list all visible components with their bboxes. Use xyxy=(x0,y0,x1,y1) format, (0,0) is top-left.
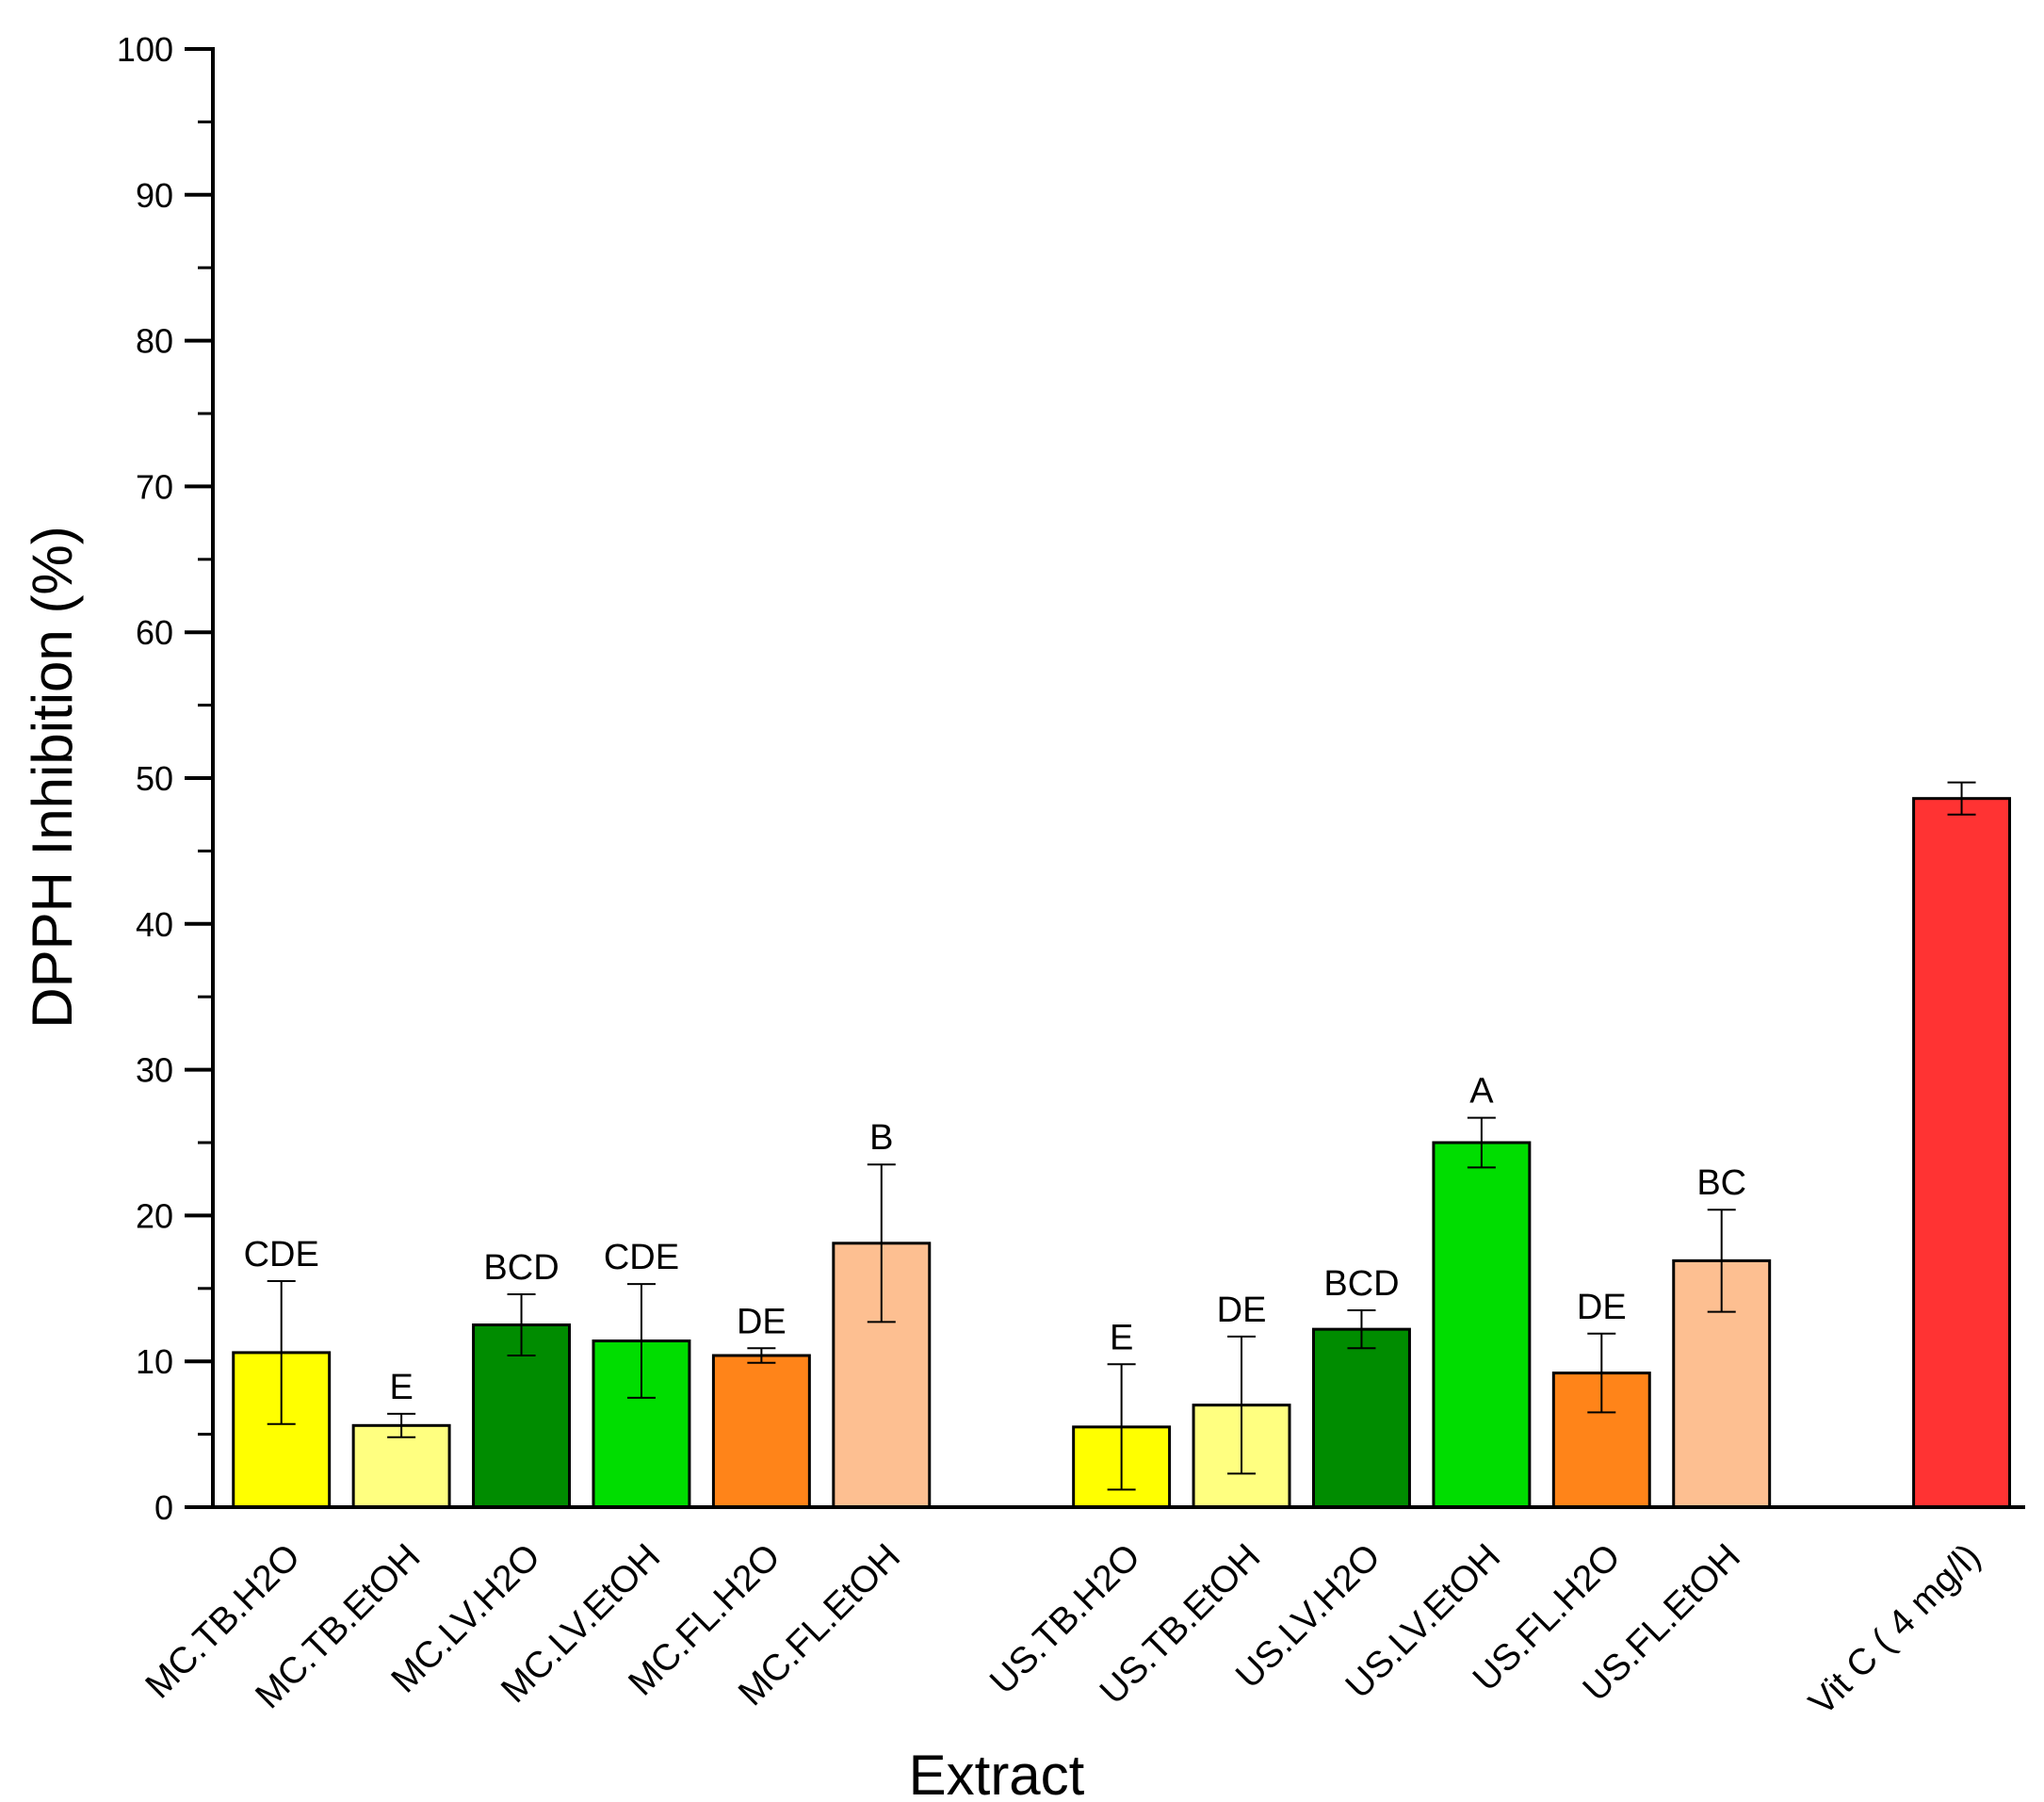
significance-labels: CDE E BCD CDE DE B E DE BCD A DE BC xyxy=(244,1072,1747,1407)
significance-label: CDE xyxy=(604,1238,679,1277)
bar-vit-c-4-mg-l xyxy=(1912,797,2012,1509)
y-axis-ticks: 0 10 20 30 40 50 60 70 80 90 100 xyxy=(117,30,213,1527)
y-tick-label: 40 xyxy=(136,905,173,944)
significance-label: E xyxy=(1110,1318,1133,1357)
significance-label: BC xyxy=(1696,1163,1746,1203)
category-labels: MC.TB.H2OMC.TB.EtOHMC.LV.H2OMC.LV.EtOHMC… xyxy=(138,1536,1988,1723)
bars xyxy=(232,797,2012,1509)
y-tick-label: 20 xyxy=(136,1196,173,1235)
y-tick-label: 70 xyxy=(136,467,173,506)
significance-label: BCD xyxy=(483,1248,559,1288)
y-tick-label: 10 xyxy=(136,1342,173,1381)
significance-label: DE xyxy=(1577,1288,1627,1327)
y-tick-label: 0 xyxy=(154,1488,173,1527)
significance-label: A xyxy=(1469,1072,1494,1112)
bar-us-lv-etoh xyxy=(1432,1141,1532,1509)
bar-us-lv-h2o xyxy=(1311,1327,1411,1509)
y-tick-label: 30 xyxy=(136,1051,173,1090)
significance-label: BCD xyxy=(1323,1264,1399,1304)
x-tick-label: Vit C ( 4 mg/l) xyxy=(1801,1536,1987,1723)
y-tick-label: 80 xyxy=(136,322,173,361)
y-tick-label: 50 xyxy=(136,759,173,798)
x-axis-title: Extract xyxy=(909,1744,1085,1802)
y-tick-label: 100 xyxy=(117,30,173,69)
significance-label: B xyxy=(869,1118,893,1158)
significance-label: CDE xyxy=(244,1235,319,1274)
y-tick-label: 60 xyxy=(136,613,173,652)
bar-mc-fl-h2o xyxy=(711,1354,811,1509)
error-bars xyxy=(267,781,1976,1491)
y-axis-title: DPPH Inhibition (%) xyxy=(21,526,84,1029)
significance-label: DE xyxy=(1217,1291,1267,1330)
significance-label: E xyxy=(389,1368,413,1407)
y-tick-label: 90 xyxy=(136,176,173,215)
significance-label: DE xyxy=(737,1302,787,1341)
